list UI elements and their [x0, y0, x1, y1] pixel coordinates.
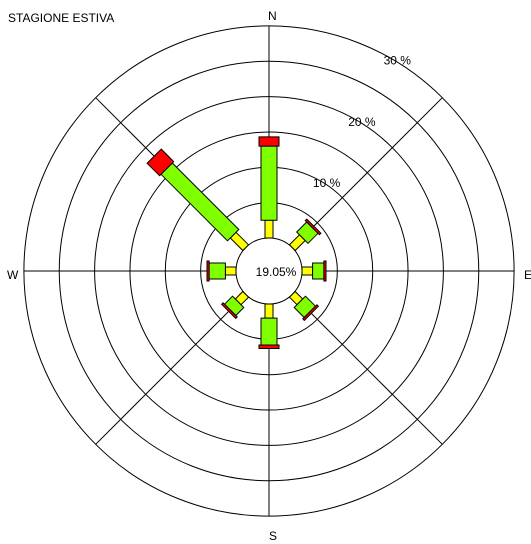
bar-se-high	[302, 304, 320, 322]
bar-nw-high	[146, 148, 175, 177]
bar-s-high	[258, 344, 280, 349]
compass-label-east: E	[524, 268, 531, 282]
bar-nw-mid	[160, 162, 240, 242]
bar-s-low	[264, 303, 274, 319]
compass-label-south: S	[269, 529, 277, 543]
bars-group	[146, 136, 327, 349]
compass-label-west: W	[7, 268, 19, 282]
spoke-ne	[291, 97, 443, 249]
bar-ne-high	[304, 218, 322, 236]
spoke-sw	[95, 293, 247, 445]
bar-sw-high	[220, 302, 238, 320]
ring-label-30: 30 %	[384, 54, 412, 68]
bar-w-low	[224, 266, 237, 276]
bar-n-mid	[260, 145, 278, 221]
bar-n-high	[258, 136, 280, 147]
ring-labels-group: 10 % 20 % 30 %	[313, 54, 411, 191]
chart-title: STAGIONE ESTIVA	[8, 11, 114, 25]
ring-label-10: 10 %	[313, 176, 341, 190]
ring-label-20: 20 %	[348, 115, 376, 129]
calm-percentage: 19.05%	[256, 265, 297, 279]
compass-label-north: N	[268, 9, 277, 23]
bar-s-mid	[260, 317, 278, 346]
bar-e-high	[323, 260, 327, 282]
bar-e-low	[301, 266, 314, 276]
bar-w-mid	[208, 262, 226, 280]
bar-w-high	[206, 260, 210, 282]
bar-n-low	[264, 219, 274, 239]
bar-e-mid	[312, 262, 325, 280]
spoke-se	[291, 293, 443, 445]
